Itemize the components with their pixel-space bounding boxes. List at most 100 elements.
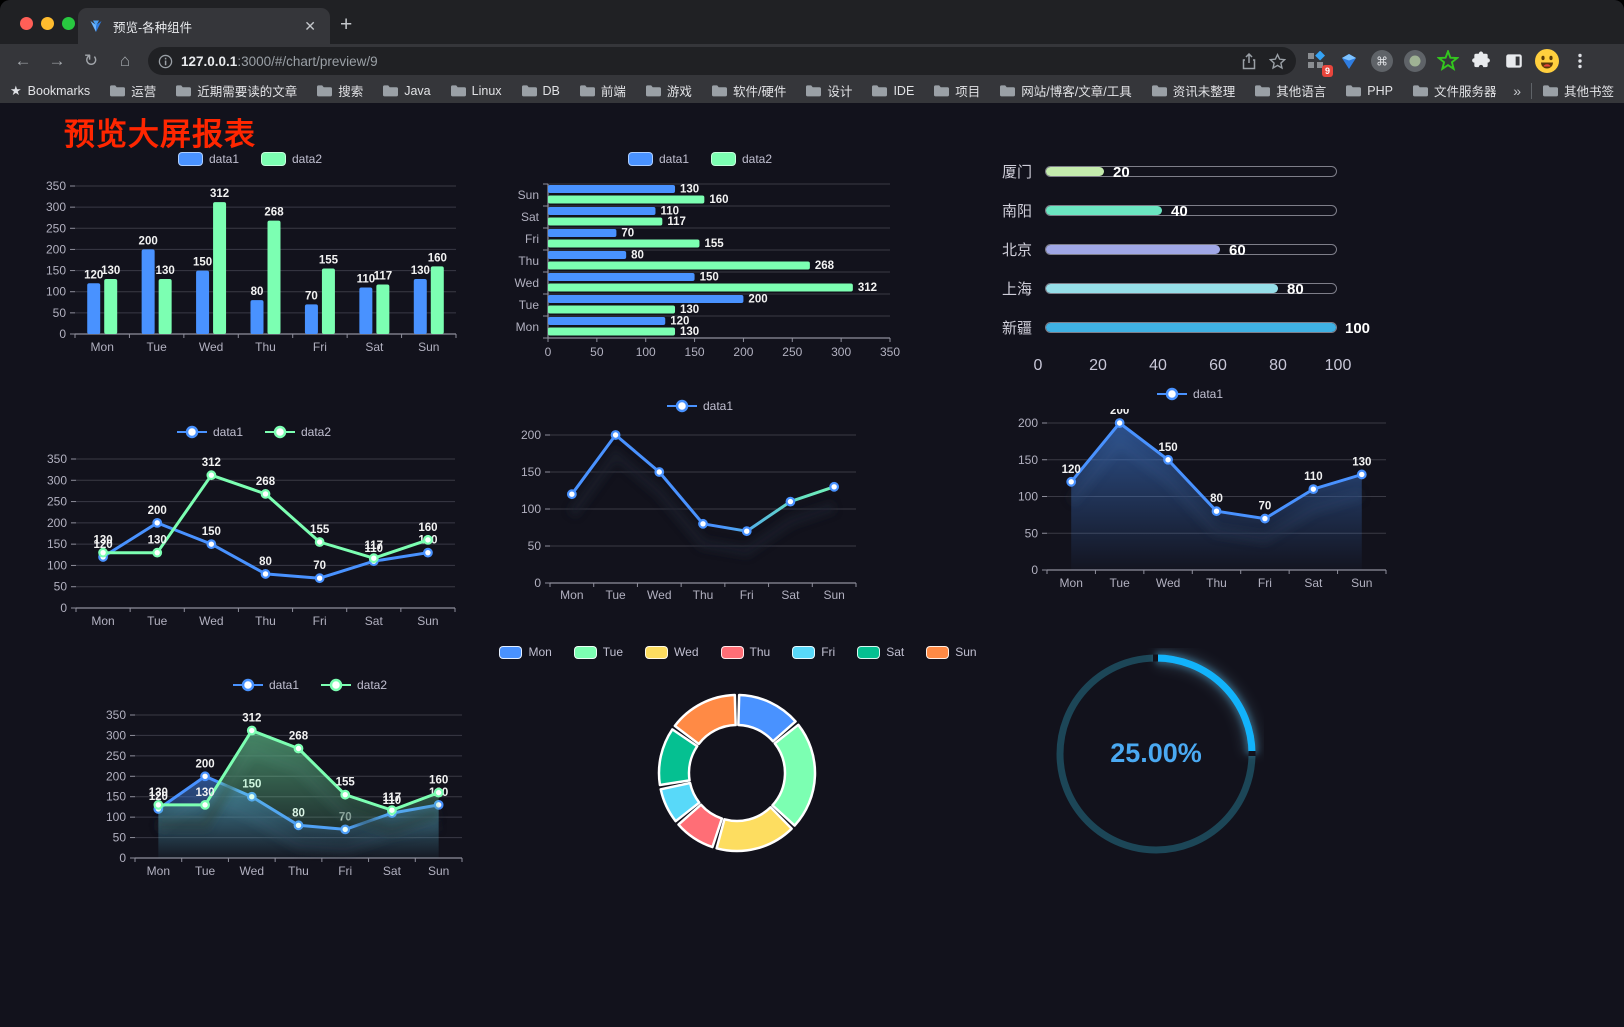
- bar[interactable]: [158, 279, 172, 334]
- progress-track[interactable]: 100: [1045, 320, 1370, 337]
- side-panel-icon[interactable]: [1501, 48, 1527, 74]
- progress-track[interactable]: 60: [1045, 242, 1337, 259]
- bar[interactable]: [548, 239, 700, 248]
- bookmark-folder[interactable]: 软件/硬件: [711, 81, 786, 100]
- bar[interactable]: [548, 217, 663, 226]
- data-point[interactable]: [1066, 476, 1077, 487]
- data-point[interactable]: [741, 526, 752, 537]
- data-point[interactable]: [200, 799, 210, 810]
- legend-item[interactable]: data1: [666, 399, 733, 413]
- data-point[interactable]: [1308, 484, 1319, 495]
- data-point[interactable]: [387, 805, 397, 816]
- pie-slice[interactable]: [657, 728, 699, 787]
- data-point[interactable]: [152, 517, 163, 528]
- bookmark-folder[interactable]: Java: [382, 84, 431, 98]
- bookmark-folder[interactable]: Linux: [450, 84, 502, 98]
- data-point[interactable]: [423, 534, 433, 545]
- bookmark-folder[interactable]: 搜索: [316, 81, 363, 100]
- url-bar[interactable]: 127.0.0.1:3000/#/chart/preview/9: [148, 47, 1296, 75]
- data-point[interactable]: [698, 518, 708, 529]
- bar[interactable]: [196, 270, 210, 334]
- pie-slice[interactable]: [659, 781, 701, 823]
- legend-item[interactable]: Wed: [645, 645, 699, 659]
- data-point[interactable]: [153, 799, 164, 810]
- legend-item[interactable]: Mon: [499, 645, 552, 659]
- window-close-button[interactable]: [20, 17, 33, 30]
- legend-item[interactable]: data1: [177, 152, 239, 166]
- pie-slice[interactable]: [771, 723, 817, 827]
- bar[interactable]: [548, 207, 656, 215]
- data-point[interactable]: [206, 539, 217, 550]
- bookmark-folder[interactable]: 项目: [933, 81, 980, 100]
- data-point[interactable]: [200, 771, 210, 782]
- legend-item[interactable]: data1: [1156, 387, 1223, 401]
- bar[interactable]: [548, 261, 810, 270]
- new-tab-button[interactable]: +: [340, 13, 353, 36]
- window-minimize-button[interactable]: [41, 17, 54, 30]
- bookmark-folder[interactable]: DB: [521, 84, 560, 98]
- bookmark-folder[interactable]: 设计: [805, 81, 852, 100]
- legend-item[interactable]: data1: [627, 152, 689, 166]
- bar[interactable]: [267, 220, 281, 334]
- bar[interactable]: [548, 305, 676, 314]
- bar[interactable]: [430, 266, 444, 334]
- data-point[interactable]: [423, 547, 433, 558]
- legend-item[interactable]: data2: [711, 152, 772, 166]
- site-info-icon[interactable]: [158, 54, 173, 69]
- data-point[interactable]: [1356, 469, 1367, 480]
- bookmarks-overflow-chevron[interactable]: »: [1513, 82, 1521, 99]
- data-point[interactable]: [152, 547, 163, 558]
- bar[interactable]: [548, 273, 695, 281]
- data-point[interactable]: [1163, 454, 1173, 465]
- bookmark-folder[interactable]: 其他语言: [1254, 81, 1326, 100]
- data-point[interactable]: [314, 573, 325, 584]
- data-point[interactable]: [260, 569, 271, 579]
- data-point[interactable]: [340, 789, 351, 800]
- bookmark-star-icon[interactable]: [1269, 52, 1286, 70]
- data-point[interactable]: [654, 467, 665, 477]
- bar[interactable]: [321, 268, 335, 334]
- legend-item[interactable]: data2: [265, 425, 331, 439]
- data-point[interactable]: [785, 496, 796, 507]
- window-zoom-button[interactable]: [62, 17, 75, 30]
- bar[interactable]: [413, 279, 427, 334]
- extension-record-icon[interactable]: [1402, 48, 1428, 74]
- profile-avatar[interactable]: [1534, 48, 1560, 74]
- bookmark-folder[interactable]: 文件服务器: [1412, 81, 1496, 100]
- bar[interactable]: [304, 304, 318, 334]
- bookmark-folder[interactable]: IDE: [871, 84, 914, 98]
- pie-slice[interactable]: [677, 803, 724, 849]
- back-button[interactable]: ←: [14, 51, 32, 70]
- browser-menu-icon[interactable]: [1567, 48, 1593, 74]
- legend-item[interactable]: Fri: [792, 645, 835, 659]
- bar[interactable]: [548, 229, 617, 237]
- bar[interactable]: [548, 317, 666, 325]
- bar[interactable]: [141, 249, 155, 334]
- legend-item[interactable]: Sat: [857, 645, 904, 659]
- bar[interactable]: [548, 185, 676, 193]
- bar[interactable]: [87, 283, 101, 334]
- bar[interactable]: [548, 283, 853, 292]
- data-point[interactable]: [1260, 513, 1270, 524]
- data-point[interactable]: [433, 787, 444, 798]
- bookmark-other[interactable]: 其他书签: [1542, 81, 1614, 100]
- data-point[interactable]: [246, 725, 257, 736]
- forward-button[interactable]: →: [48, 51, 66, 70]
- data-point[interactable]: [1114, 418, 1125, 428]
- legend-item[interactable]: data1: [176, 425, 243, 439]
- bookmark-folder[interactable]: 资讯未整理: [1151, 81, 1235, 100]
- extensions-puzzle-icon[interactable]: [1468, 48, 1494, 74]
- browser-tab[interactable]: 预览-各种组件 ✕: [78, 8, 330, 44]
- legend-item[interactable]: data2: [261, 152, 322, 166]
- legend-item[interactable]: data2: [321, 678, 387, 692]
- data-point[interactable]: [293, 743, 304, 754]
- bar[interactable]: [548, 195, 705, 204]
- progress-track[interactable]: 40: [1045, 203, 1337, 220]
- pie-slice[interactable]: [673, 693, 737, 746]
- legend-item[interactable]: Sun: [926, 645, 977, 659]
- bookmark-folder[interactable]: 近期需要读的文章: [175, 81, 297, 100]
- data-point[interactable]: [566, 489, 577, 500]
- bookmark-folder[interactable]: 游戏: [645, 81, 692, 100]
- extension-grid-icon[interactable]: 9: [1303, 48, 1333, 77]
- legend-item[interactable]: Thu: [720, 645, 770, 659]
